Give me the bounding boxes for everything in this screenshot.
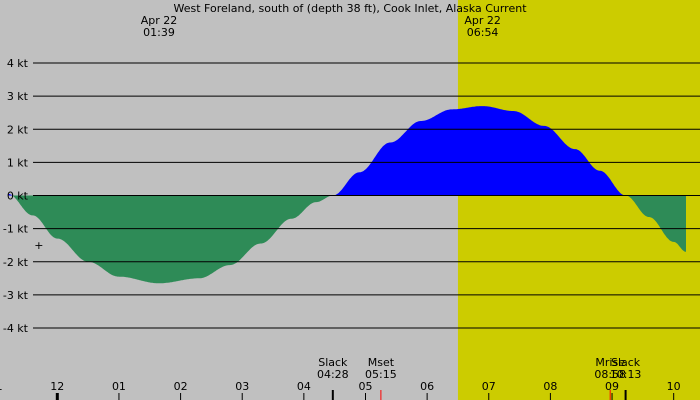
x-tick-label: 07: [482, 380, 496, 393]
x-tick-label: 02: [174, 380, 188, 393]
event-label: Mrise: [595, 356, 625, 369]
event-label: Slack: [318, 356, 348, 369]
flood-area: [332, 106, 626, 196]
top-date-label: Apr 22: [464, 14, 501, 27]
markers: +: [34, 239, 43, 252]
x-tick-label: 10: [667, 380, 681, 393]
ebb-area: [625, 195, 686, 252]
x-tick-label: 08: [543, 380, 557, 393]
event-time: 08:58: [594, 368, 626, 381]
x-tick-label: 04: [297, 380, 311, 393]
x-tick-label: 09: [605, 380, 619, 393]
y-tick-labels: 4 kt 3 kt 2 kt 1 kt 0 kt -1 kt -2 kt -3 kt -4 kt: [3, 57, 29, 335]
x-tick-label: 05: [358, 380, 372, 393]
y-tick-label: 3 kt: [7, 90, 29, 103]
event-label: Mset: [368, 356, 395, 369]
y-tick-label: -2 kt: [3, 256, 29, 269]
flood-area: [8, 193, 13, 196]
x-tick-label: 11: [0, 380, 3, 393]
y-tick-label: -3 kt: [3, 289, 29, 302]
x-tick-label: 06: [420, 380, 434, 393]
event-time: 04:28: [317, 368, 349, 381]
top-time-label: 01:39: [143, 26, 175, 39]
x-axis: 11 12 01 02 03 04 05 06 07 08 09 10: [0, 380, 681, 400]
top-time-label: 06:54: [467, 26, 499, 39]
y-tick-label: 2 kt: [7, 123, 29, 136]
y-gridlines: [33, 62, 700, 329]
event-labels: Slack:45Slack04:28Mset05:15Mrise08:58Sla…: [317, 356, 642, 400]
y-tick-label: -4 kt: [3, 322, 29, 335]
x-tick-label: 03: [235, 380, 249, 393]
plus-marker: +: [34, 239, 43, 252]
y-tick-label: 1 kt: [7, 156, 29, 169]
event-time: 10:13: [610, 368, 642, 381]
y-tick-label: 0 kt: [7, 190, 29, 203]
x-tick-label: 12: [50, 380, 64, 393]
y-tick-label: -1 kt: [3, 223, 29, 236]
event-label: Slack: [611, 356, 641, 369]
y-tick-label: 4 kt: [7, 57, 29, 70]
chart-title: West Foreland, south of (depth 38 ft), C…: [173, 2, 527, 15]
event-time: 05:15: [365, 368, 397, 381]
top-date-label: Apr 22: [141, 14, 178, 27]
x-tick-label: 01: [112, 380, 126, 393]
